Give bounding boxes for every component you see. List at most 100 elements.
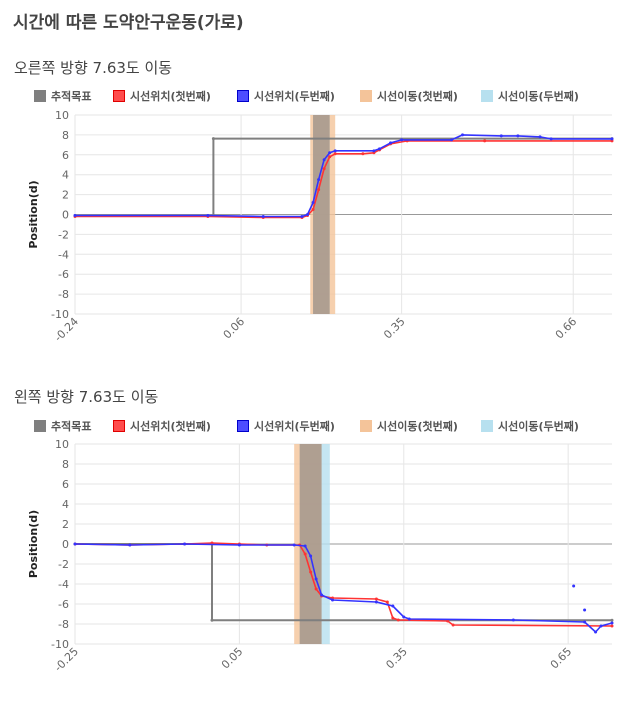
series-point <box>610 621 614 625</box>
legend-item-gaze-second[interactable]: 시선위치(두번째) <box>237 418 335 434</box>
series-point <box>317 178 321 182</box>
y-tick-label: -2 <box>58 558 69 571</box>
series-point <box>374 600 378 604</box>
series-point <box>538 135 542 139</box>
series-point <box>377 147 381 151</box>
legend-label: 추적목표 <box>51 90 92 103</box>
series-point <box>461 133 465 137</box>
series-point <box>594 630 598 634</box>
series-point <box>372 149 376 153</box>
series-line <box>74 543 613 633</box>
x-tick-label: 0.35 <box>383 645 410 672</box>
series-point <box>391 604 395 608</box>
series-point <box>292 543 296 547</box>
series-point <box>583 608 587 612</box>
legend-item-gaze-second[interactable]: 시선위치(두번째) <box>237 88 335 104</box>
series-point <box>446 619 450 623</box>
y-tick-label: -8 <box>58 618 69 631</box>
series-line <box>75 543 612 622</box>
y-tick-label: 10 <box>55 109 69 122</box>
y-axis-title: Position(d) <box>27 510 40 578</box>
series-point <box>309 570 313 574</box>
legend-item-gaze-first[interactable]: 시선위치(첫번째) <box>113 418 211 434</box>
series-point <box>311 208 315 212</box>
legend-label: 시선위치(첫번째) <box>130 420 211 433</box>
legend: 추적목표 시선위치(첫번째) 시선위치(두번째) 시선이동(첫번째) 시선이동(… <box>0 418 623 436</box>
series-point <box>610 137 614 141</box>
legend-item-saccade-second[interactable]: 시선이동(두번째) <box>481 88 579 104</box>
y-tick-label: -10 <box>51 308 69 321</box>
page-title: 시간에 따른 도약안구운동(가로) <box>13 13 244 33</box>
series-point <box>331 598 335 602</box>
series-point <box>451 623 455 627</box>
series-point <box>402 615 406 619</box>
legend-item-gaze-first[interactable]: 시선위치(첫번째) <box>113 88 211 104</box>
series-point <box>309 554 313 558</box>
saccade-overlap <box>299 444 322 644</box>
legend-item-saccade-first[interactable]: 시선이동(첫번째) <box>360 88 458 104</box>
series-point <box>407 617 411 621</box>
legend-label: 시선위치(두번째) <box>254 90 335 103</box>
legend-item-saccade-second[interactable]: 시선이동(두번째) <box>481 418 579 434</box>
series-point <box>328 151 332 155</box>
series-point <box>610 624 614 628</box>
y-tick-label: 4 <box>62 169 69 182</box>
series-point <box>320 593 324 597</box>
series-point <box>314 587 318 591</box>
series-point <box>610 618 614 622</box>
y-tick-label: 2 <box>62 189 69 202</box>
legend-item-saccade-first[interactable]: 시선이동(첫번째) <box>360 418 458 434</box>
series-point <box>73 542 77 546</box>
legend-label: 시선이동(두번째) <box>498 90 579 103</box>
series-point <box>306 213 310 216</box>
series-point <box>210 618 214 622</box>
y-tick-label: -6 <box>58 268 69 281</box>
legend-label: 시선이동(첫번째) <box>377 90 458 103</box>
series-point <box>396 618 400 622</box>
y-tick-label: 8 <box>62 458 69 471</box>
series-point <box>73 213 77 217</box>
legend-swatch <box>360 420 372 432</box>
legend-label: 시선이동(첫번째) <box>377 420 458 433</box>
series-point <box>516 134 520 138</box>
series-point <box>317 188 321 192</box>
x-tick-label: 0.65 <box>548 645 575 672</box>
legend-label: 추적목표 <box>51 420 92 433</box>
series-point <box>483 139 487 143</box>
series-point <box>128 543 132 547</box>
series-point <box>499 134 503 138</box>
series-point <box>300 214 304 218</box>
legend-item-target[interactable]: 추적목표 <box>34 418 91 434</box>
series-point <box>261 214 265 218</box>
legend-swatch <box>113 90 125 102</box>
series-point <box>183 542 187 546</box>
legend-label: 시선위치(첫번째) <box>130 90 211 103</box>
y-tick-label: 4 <box>62 498 69 511</box>
legend-swatch <box>481 420 493 432</box>
series-point <box>328 155 332 159</box>
legend-swatch <box>113 420 125 432</box>
legend-swatch <box>34 420 46 432</box>
series-point <box>389 141 393 145</box>
y-tick-label: -4 <box>58 248 69 261</box>
series-point <box>333 149 337 153</box>
legend-swatch <box>360 90 372 102</box>
y-tick-label: 0 <box>62 538 69 551</box>
series-point <box>311 201 315 205</box>
y-tick-label: 2 <box>62 518 69 531</box>
legend-label: 시선위치(두번째) <box>254 420 335 433</box>
y-tick-label: -2 <box>58 228 69 241</box>
y-tick-label: 8 <box>62 129 69 142</box>
series-point <box>206 213 210 217</box>
y-axis-title: Position(d) <box>27 180 40 248</box>
series-point <box>385 600 389 604</box>
series-point <box>511 618 515 622</box>
series-point <box>583 620 587 624</box>
series-point <box>303 544 307 548</box>
y-tick-label: 6 <box>62 478 69 491</box>
series-point <box>361 152 365 156</box>
legend-item-target[interactable]: 추적목표 <box>34 88 91 104</box>
y-tick-label: 10 <box>55 438 69 451</box>
